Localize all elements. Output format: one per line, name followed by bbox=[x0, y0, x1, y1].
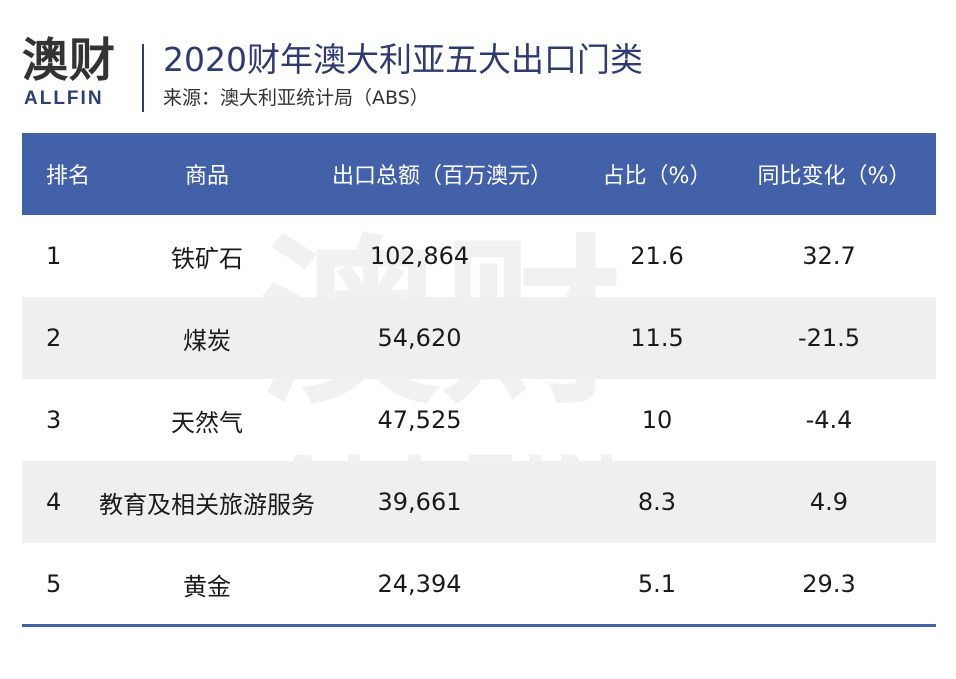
change-cell: 29.3 bbox=[802, 570, 856, 598]
table-header-row: 排名 商品 出口总额（百万澳元） 占比（%） 同比变化（%） bbox=[22, 133, 936, 215]
table-bottom-rule bbox=[22, 624, 936, 627]
table-row: 4 教育及相关旅游服务 39,661 8.3 4.9 bbox=[22, 461, 936, 543]
change-cell: -4.4 bbox=[805, 406, 853, 434]
share-cell: 10 bbox=[641, 406, 673, 434]
share-cell: 21.6 bbox=[630, 242, 684, 270]
amount-cell: 102,864 bbox=[369, 242, 470, 270]
page-title: 2020财年澳大利亚五大出口门类 bbox=[163, 40, 643, 79]
change-cell: 4.9 bbox=[809, 488, 849, 516]
table-row: 3 天然气 47,525 10 -4.4 bbox=[22, 379, 936, 461]
table-row: 1 铁矿石 102,864 21.6 32.7 bbox=[22, 215, 936, 297]
amount-cell: 24,394 bbox=[377, 570, 462, 598]
share-cell: 8.3 bbox=[637, 488, 677, 516]
header-divider bbox=[142, 44, 144, 112]
column-header-change: 同比变化（%） bbox=[757, 164, 911, 189]
rank-cell: 3 bbox=[46, 406, 62, 434]
column-header-amount: 出口总额（百万澳元） bbox=[331, 164, 552, 189]
export-table: 排名 商品 出口总额（百万澳元） 占比（%） 同比变化（%） 1 铁矿石 102… bbox=[22, 133, 936, 625]
item-cell: 教育及相关旅游服务 bbox=[99, 490, 315, 519]
column-header-item: 商品 bbox=[184, 164, 229, 189]
rank-cell: 5 bbox=[46, 570, 62, 598]
source-note: 来源：澳大利亚统计局（ABS） bbox=[163, 87, 429, 109]
item-cell: 黄金 bbox=[183, 572, 231, 601]
logo-cn-text: 澳财 bbox=[22, 33, 116, 87]
logo-en-text: ALLFIN bbox=[24, 88, 104, 109]
item-cell: 铁矿石 bbox=[171, 244, 243, 273]
share-cell: 5.1 bbox=[637, 570, 677, 598]
item-cell: 煤炭 bbox=[183, 326, 231, 355]
amount-cell: 47,525 bbox=[377, 406, 462, 434]
change-cell: 32.7 bbox=[802, 242, 856, 270]
rank-cell: 2 bbox=[46, 324, 62, 352]
column-header-share: 占比（%） bbox=[602, 164, 712, 189]
column-header-rank: 排名 bbox=[46, 164, 91, 189]
rank-cell: 4 bbox=[46, 488, 62, 516]
amount-cell: 39,661 bbox=[377, 488, 462, 516]
item-cell: 天然气 bbox=[171, 408, 243, 437]
amount-cell: 54,620 bbox=[377, 324, 462, 352]
brand-logo: 澳财 ALLFIN bbox=[22, 36, 130, 116]
table-row: 5 黄金 24,394 5.1 29.3 bbox=[22, 543, 936, 625]
change-cell: -21.5 bbox=[797, 324, 861, 352]
table-row: 2 煤炭 54,620 11.5 -21.5 bbox=[22, 297, 936, 379]
share-cell: 11.5 bbox=[630, 324, 684, 352]
rank-cell: 1 bbox=[46, 242, 62, 270]
